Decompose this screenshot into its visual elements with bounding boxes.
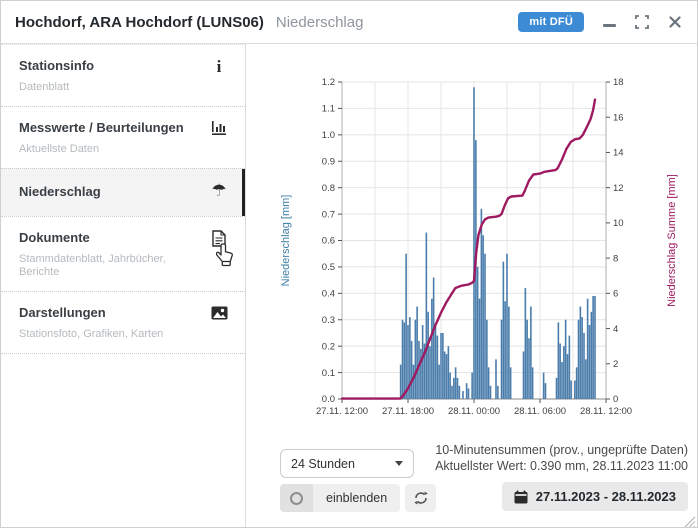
svg-text:0.8: 0.8 [322,183,335,194]
mouse-cursor [215,243,236,267]
radio-circle-icon [290,491,303,505]
svg-text:18: 18 [613,77,624,88]
svg-text:14: 14 [613,148,624,159]
svg-text:1.0: 1.0 [322,130,335,141]
sidebar-item-label: Dokumente [19,230,90,245]
svg-text:0.9: 0.9 [322,156,335,167]
sidebar-item-darstellungen[interactable]: Darstellungen Stationsfoto, Grafiken, Ka… [1,291,245,354]
sidebar-item-sublabel: Stationsfoto, Grafiken, Karten [19,328,164,340]
svg-text:28.11. 00:00: 28.11. 00:00 [448,406,500,417]
resize-handle[interactable] [682,514,696,527]
svg-text:0.5: 0.5 [322,262,335,273]
latest-value: Aktuellster Wert: 0.390 mm, 28.11.2023 1… [435,459,688,473]
svg-text:Niederschlag Summe [mm]: Niederschlag Summe [mm] [666,174,678,307]
chart-panel: 0.0 0.1 0.2 0.3 0.4 0.5 0.6 0.7 0.8 0.9 1.0 1.1 1.2 0… [246,44,697,527]
calendar-icon [514,490,528,503]
svg-text:27.11. 12:00: 27.11. 12:00 [316,406,368,417]
svg-text:Niederschlag [mm]: Niederschlag [mm] [280,195,292,287]
sidebar-item-dokumente[interactable]: Dokumente Stammdatenblatt, Jahrbücher, B… [1,216,245,291]
date-range-button[interactable]: 27.11.2023 - 28.11.2023 [501,482,688,511]
data-source-note: 10-Minutensummen (prov., ungeprüfte Date… [435,443,688,457]
svg-text:16: 16 [613,112,624,123]
sidebar-item-label: Darstellungen [19,305,106,320]
svg-text:0.0: 0.0 [322,394,335,405]
dfu-badge: mit DFÜ [518,12,584,32]
page-subtitle: Niederschlag [275,13,364,31]
sidebar-item-niederschlag[interactable]: Niederschlag ☂ [1,168,245,216]
precipitation-chart[interactable]: 0.0 0.1 0.2 0.3 0.4 0.5 0.6 0.7 0.8 0.9 1.0 1.1 1.2 0… [276,54,688,444]
svg-text:0.3: 0.3 [322,315,335,326]
fullscreen-icon[interactable] [634,14,650,30]
time-range-value: 24 Stunden [291,456,355,471]
svg-text:0.4: 0.4 [322,289,335,300]
sidebar-item-sublabel: Stammdatenblatt, Jahrbücher, Berichte [19,253,166,278]
svg-text:1.2: 1.2 [322,77,335,88]
sidebar-item-label: Niederschlag [19,184,101,199]
einblenden-label: einblenden [313,484,401,512]
umbrella-icon: ☂ [211,180,227,200]
svg-text:12: 12 [613,183,624,194]
document-icon [210,229,228,247]
svg-text:27.11. 18:00: 27.11. 18:00 [382,406,434,417]
sidebar-item-stationsinfo[interactable]: Stationsinfo Datenblatt i [1,44,245,106]
refresh-icon [413,491,428,505]
svg-text:28.11. 12:00: 28.11. 12:00 [580,406,632,417]
chevron-down-icon [395,461,403,466]
svg-text:0.7: 0.7 [322,209,335,220]
sidebar: Stationsinfo Datenblatt i Messwerte / Be… [1,44,246,527]
refresh-button[interactable] [405,484,437,512]
svg-text:0: 0 [613,394,618,405]
svg-text:0.6: 0.6 [322,236,335,247]
bar-chart-icon [210,119,228,137]
svg-text:0.2: 0.2 [322,341,335,352]
svg-text:8: 8 [613,253,618,264]
chart-info: 10-Minutensummen (prov., ungeprüfte Date… [435,442,688,474]
svg-text:0.1: 0.1 [322,368,335,379]
time-range-select[interactable]: 24 Stunden [280,449,414,478]
svg-text:4: 4 [613,324,618,335]
svg-text:1.1: 1.1 [322,104,335,115]
close-icon[interactable] [667,14,683,30]
image-icon [210,304,228,322]
sidebar-item-sublabel: Datenblatt [19,81,70,93]
dialog-header: Hochdorf, ARA Hochdorf (LUNS06) Niedersc… [1,1,697,44]
einblenden-toggle[interactable]: einblenden [280,484,401,512]
sidebar-item-label: Messwerte / Beurteilungen [19,120,184,135]
sidebar-item-sublabel: Aktuellste Daten [19,143,100,155]
sidebar-item-messwerte[interactable]: Messwerte / Beurteilungen Aktuellste Dat… [1,106,245,168]
date-range-label: 27.11.2023 - 28.11.2023 [535,489,676,504]
station-title: Hochdorf, ARA Hochdorf (LUNS06) [15,13,264,31]
sidebar-item-label: Stationsinfo [19,58,95,73]
svg-text:6: 6 [613,289,618,300]
minimize-icon[interactable] [601,14,617,30]
svg-text:2: 2 [613,359,618,370]
info-icon: i [216,56,222,76]
svg-text:10: 10 [613,218,624,229]
svg-text:28.11. 06:00: 28.11. 06:00 [514,406,566,417]
